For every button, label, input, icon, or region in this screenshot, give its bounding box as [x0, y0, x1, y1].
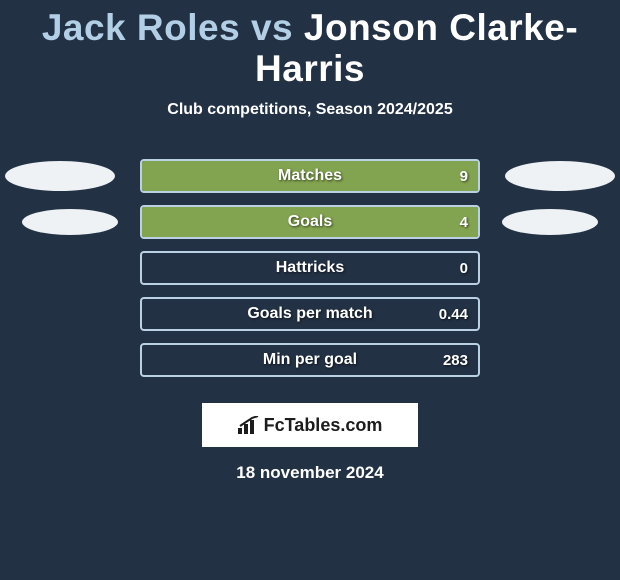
stat-bar: Goals per match0.44 [140, 297, 480, 331]
stat-value: 0.44 [439, 299, 468, 329]
stat-row: Goals per match0.44 [0, 297, 620, 343]
player2-marker [505, 161, 615, 191]
chart-icon [238, 416, 260, 434]
player2-marker [502, 209, 598, 235]
stats-container: Matches9Goals4Hattricks0Goals per match0… [0, 159, 620, 389]
subtitle: Club competitions, Season 2024/2025 [0, 101, 620, 119]
stat-bar: Hattricks0 [140, 251, 480, 285]
player1-marker [22, 209, 118, 235]
logo-text: FcTables.com [264, 415, 383, 436]
date: 18 november 2024 [0, 463, 620, 483]
stat-row: Min per goal283 [0, 343, 620, 389]
logo-box: FcTables.com [202, 403, 418, 447]
stat-bar: Matches9 [140, 159, 480, 193]
stat-bar-fill [142, 207, 478, 237]
stat-value: 0 [460, 253, 468, 283]
player1-marker [5, 161, 115, 191]
stat-row: Hattricks0 [0, 251, 620, 297]
stat-bar-fill [142, 161, 478, 191]
stat-label: Min per goal [142, 345, 478, 375]
stat-value: 283 [443, 345, 468, 375]
stat-bar: Goals4 [140, 205, 480, 239]
stat-bar: Min per goal283 [140, 343, 480, 377]
stat-row: Goals4 [0, 205, 620, 251]
comparison-title: Jack Roles vs Jonson Clarke-Harris [0, 0, 620, 89]
vs-text: vs [251, 7, 293, 48]
stat-row: Matches9 [0, 159, 620, 205]
player1-name: Jack Roles [42, 7, 240, 48]
stat-label: Goals per match [142, 299, 478, 329]
stat-label: Hattricks [142, 253, 478, 283]
logo: FcTables.com [238, 415, 383, 436]
player2-name: Jonson Clarke-Harris [255, 7, 578, 89]
